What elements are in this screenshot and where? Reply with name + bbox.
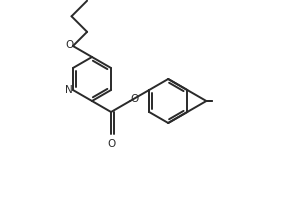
Text: O: O — [130, 94, 138, 104]
Text: O: O — [107, 139, 115, 149]
Text: O: O — [66, 40, 74, 50]
Text: N: N — [65, 85, 73, 95]
